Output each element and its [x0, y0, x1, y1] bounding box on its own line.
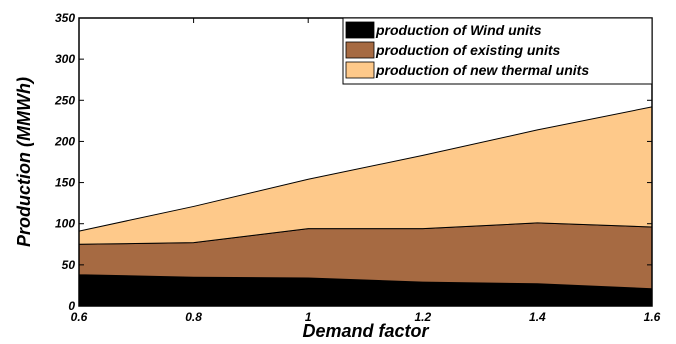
- x-tick-label: 1.6: [644, 310, 661, 324]
- y-tick-label: 350: [55, 11, 75, 25]
- legend-label: production of Wind units: [375, 22, 542, 38]
- y-tick-label: 100: [55, 217, 75, 231]
- x-tick-label: 0.8: [185, 310, 202, 324]
- y-tick-label: 50: [62, 258, 76, 272]
- legend-label: production of existing units: [375, 42, 561, 58]
- y-tick-label: 150: [55, 176, 75, 190]
- legend: production of Wind units production of ex…: [342, 17, 653, 85]
- area-layers: [78, 106, 653, 307]
- y-tick-label: 200: [54, 134, 75, 148]
- legend-swatch: [345, 61, 375, 79]
- y-axis-title: Production (MMWh): [14, 77, 34, 247]
- y-tick-label: 250: [54, 93, 75, 107]
- area-series-3: [78, 106, 653, 245]
- legend-label: production of new thermal units: [375, 62, 589, 78]
- x-tick-label: 0.6: [71, 310, 88, 324]
- axis-ticks: 0 50 100 150 200 250 300 350 0.6 0.8 1 1.2 1.4 1.6: [54, 11, 661, 324]
- legend-swatch: [345, 41, 375, 59]
- y-tick-label: 0: [68, 299, 75, 313]
- legend-swatch: [345, 21, 375, 39]
- y-tick-label: 300: [55, 52, 75, 66]
- x-tick-label: 1.2: [414, 310, 431, 324]
- legend-box: [342, 17, 653, 85]
- x-axis-title: Demand factor: [302, 321, 429, 341]
- x-tick-label: 1.4: [529, 310, 546, 324]
- x-tick-label: 1: [305, 310, 312, 324]
